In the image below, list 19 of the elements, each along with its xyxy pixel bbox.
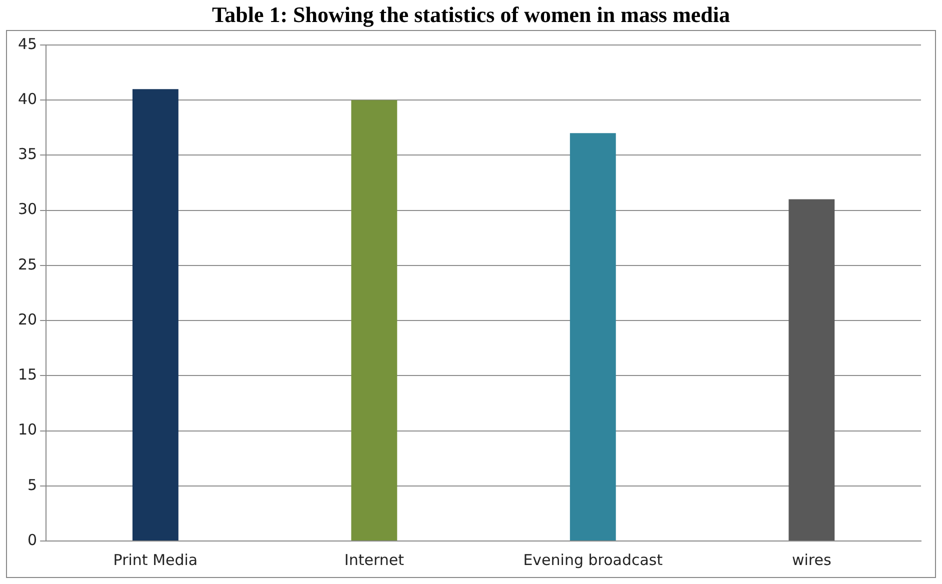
y-tick-label: 10 bbox=[18, 420, 38, 439]
y-tick-label: 20 bbox=[18, 310, 38, 328]
y-tick-label: 5 bbox=[28, 476, 38, 494]
y-tick-label: 30 bbox=[18, 200, 38, 218]
y-tick-label: 0 bbox=[28, 530, 38, 549]
y-tick-label: 45 bbox=[18, 34, 38, 53]
x-tick-label: Internet bbox=[344, 550, 404, 569]
bar bbox=[788, 199, 835, 540]
bar bbox=[570, 133, 616, 540]
y-tick-label: 40 bbox=[18, 90, 38, 108]
bar bbox=[351, 100, 398, 540]
chart-title: Table 1: Showing the statistics of women in mass media bbox=[210, 1, 732, 29]
x-tick-label: Evening broadcast bbox=[523, 550, 663, 569]
x-tick-label: wires bbox=[792, 550, 832, 569]
x-tick-label: Print Media bbox=[113, 550, 198, 569]
y-tick-label: 25 bbox=[18, 255, 38, 274]
y-tick-label: 35 bbox=[18, 145, 38, 164]
bar bbox=[132, 89, 178, 540]
y-tick-label: 15 bbox=[18, 366, 38, 384]
